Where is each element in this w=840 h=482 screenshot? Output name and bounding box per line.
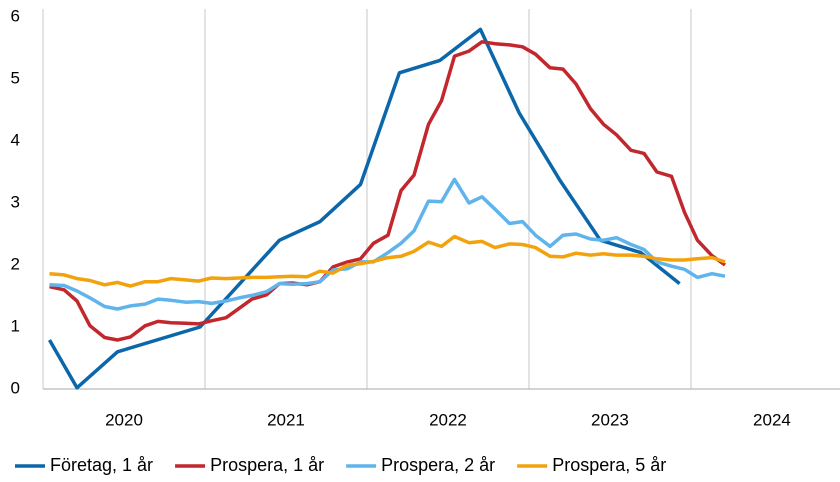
- y-tick-label: 2: [11, 254, 20, 273]
- legend-label: Prospera, 5 år: [552, 455, 666, 475]
- y-tick-label: 4: [11, 130, 20, 149]
- y-tick-label: 0: [11, 378, 20, 397]
- legend-label: Prospera, 1 år: [210, 455, 324, 475]
- legend-label: Företag, 1 år: [50, 455, 153, 475]
- legend-label: Prospera, 2 år: [381, 455, 495, 475]
- x-tick-label: 2024: [753, 410, 791, 429]
- x-tick-label: 2020: [105, 410, 143, 429]
- y-tick-label: 3: [11, 192, 20, 211]
- x-tick-label: 2023: [591, 410, 629, 429]
- x-tick-label: 2022: [429, 410, 467, 429]
- series-line: [49, 40, 727, 342]
- x-tick-label: 2021: [267, 410, 305, 429]
- series-line: [49, 177, 726, 311]
- y-tick-label: 1: [11, 316, 20, 335]
- series-line: [49, 234, 726, 288]
- series-line: [47, 27, 681, 390]
- y-tick-label: 6: [11, 6, 20, 25]
- y-tick-label: 5: [11, 68, 20, 87]
